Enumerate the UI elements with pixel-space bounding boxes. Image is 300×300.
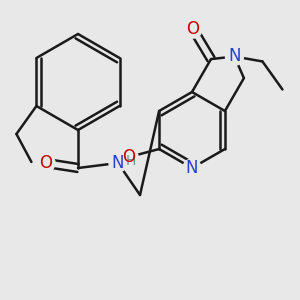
Text: N: N bbox=[228, 47, 241, 65]
Circle shape bbox=[37, 154, 55, 172]
Text: O: O bbox=[40, 154, 52, 172]
Text: O: O bbox=[187, 20, 200, 38]
Text: N: N bbox=[186, 159, 198, 177]
Circle shape bbox=[124, 154, 139, 169]
Circle shape bbox=[183, 159, 201, 177]
Circle shape bbox=[120, 148, 138, 166]
Text: N: N bbox=[112, 154, 124, 172]
Circle shape bbox=[184, 20, 202, 38]
Text: H: H bbox=[126, 154, 136, 168]
Circle shape bbox=[226, 47, 244, 65]
Text: O: O bbox=[123, 148, 136, 166]
Circle shape bbox=[109, 154, 127, 172]
